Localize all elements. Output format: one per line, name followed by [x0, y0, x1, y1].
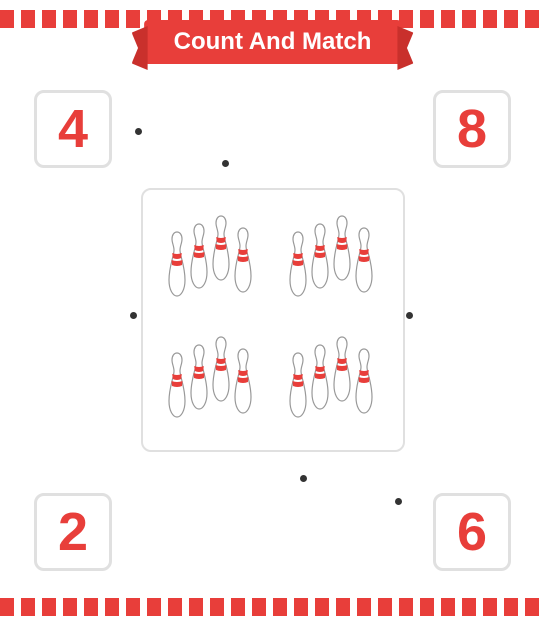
connection-dot [130, 312, 137, 319]
connection-dot [222, 160, 229, 167]
connection-dot [406, 312, 413, 319]
number-value: 4 [58, 98, 88, 160]
bowling-pin-icon [165, 230, 189, 298]
number-card-top-left[interactable]: 4 [34, 90, 112, 168]
number-card-bottom-right[interactable]: 6 [433, 493, 511, 571]
pin-group [278, 204, 389, 315]
pattern-banner-bottom [0, 598, 545, 616]
bowling-pin-icon [231, 347, 255, 415]
bowling-pin-icon [165, 351, 189, 419]
number-value: 2 [58, 501, 88, 563]
count-target-box [141, 188, 405, 452]
pin-group [157, 325, 268, 436]
bowling-pin-icon [352, 347, 376, 415]
bowling-pin-icon [187, 222, 211, 290]
bowling-pin-icon [330, 214, 354, 282]
bowling-pin-icon [330, 335, 354, 403]
bowling-pin-icon [187, 343, 211, 411]
number-card-bottom-left[interactable]: 2 [34, 493, 112, 571]
number-card-top-right[interactable]: 8 [433, 90, 511, 168]
pin-group [157, 204, 268, 315]
bowling-pin-icon [352, 226, 376, 294]
connection-dot [395, 498, 402, 505]
page-title: Count And Match [174, 28, 372, 55]
bowling-pin-icon [308, 222, 332, 290]
connection-dot [135, 128, 142, 135]
connection-dot [300, 475, 307, 482]
bowling-pin-icon [209, 214, 233, 282]
title-ribbon: Count And Match [144, 20, 402, 64]
bowling-pin-icon [286, 230, 310, 298]
bowling-pin-icon [308, 343, 332, 411]
bowling-pin-icon [231, 226, 255, 294]
number-value: 6 [457, 501, 487, 563]
bowling-pin-icon [286, 351, 310, 419]
number-value: 8 [457, 98, 487, 160]
bowling-pin-icon [209, 335, 233, 403]
pin-group [278, 325, 389, 436]
